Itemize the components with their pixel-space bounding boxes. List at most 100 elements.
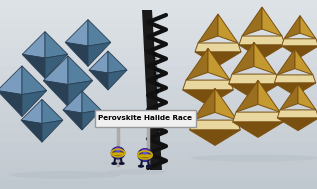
Polygon shape <box>108 51 127 73</box>
Polygon shape <box>300 16 316 39</box>
FancyBboxPatch shape <box>94 109 196 126</box>
Polygon shape <box>218 14 238 43</box>
Polygon shape <box>284 16 300 39</box>
Bar <box>0 47 317 57</box>
Polygon shape <box>277 110 317 118</box>
Bar <box>0 19 317 28</box>
Polygon shape <box>190 120 240 130</box>
Polygon shape <box>233 122 283 137</box>
Polygon shape <box>42 99 63 123</box>
Polygon shape <box>22 66 47 94</box>
Polygon shape <box>195 52 241 66</box>
Polygon shape <box>142 10 162 170</box>
Polygon shape <box>274 75 316 83</box>
Polygon shape <box>82 110 101 130</box>
Polygon shape <box>208 48 230 80</box>
Text: ion migration: ion migration <box>151 51 159 93</box>
Polygon shape <box>22 91 47 117</box>
Bar <box>0 85 317 94</box>
Polygon shape <box>22 54 45 78</box>
Bar <box>0 113 317 123</box>
Polygon shape <box>88 42 111 66</box>
Polygon shape <box>258 80 280 112</box>
Bar <box>0 76 317 85</box>
Polygon shape <box>82 91 101 113</box>
Bar <box>0 170 317 180</box>
Polygon shape <box>274 83 316 96</box>
Polygon shape <box>68 56 93 84</box>
Ellipse shape <box>111 152 125 156</box>
Polygon shape <box>183 80 233 90</box>
Polygon shape <box>89 51 108 73</box>
Polygon shape <box>0 66 22 94</box>
Bar <box>0 104 317 113</box>
Polygon shape <box>215 88 237 120</box>
Ellipse shape <box>112 163 117 164</box>
Polygon shape <box>21 120 42 142</box>
Polygon shape <box>242 7 262 36</box>
Ellipse shape <box>139 165 143 167</box>
Bar <box>0 94 317 104</box>
Polygon shape <box>88 20 111 46</box>
Polygon shape <box>236 80 258 112</box>
Polygon shape <box>43 56 68 84</box>
Polygon shape <box>42 120 63 142</box>
Polygon shape <box>233 112 283 122</box>
Ellipse shape <box>111 147 125 159</box>
Bar <box>0 123 317 132</box>
Polygon shape <box>22 32 45 58</box>
Bar <box>0 0 317 9</box>
Bar <box>0 38 317 47</box>
Bar <box>0 66 317 76</box>
Ellipse shape <box>141 149 149 153</box>
Polygon shape <box>45 32 68 58</box>
Ellipse shape <box>138 149 152 161</box>
Polygon shape <box>186 48 208 80</box>
Polygon shape <box>45 54 68 78</box>
Ellipse shape <box>116 150 120 153</box>
Polygon shape <box>281 39 317 46</box>
Ellipse shape <box>138 154 152 158</box>
Polygon shape <box>65 42 88 66</box>
Bar <box>0 28 317 38</box>
Polygon shape <box>239 45 285 59</box>
Ellipse shape <box>146 165 152 167</box>
Ellipse shape <box>105 170 165 174</box>
Bar <box>0 57 317 66</box>
Polygon shape <box>277 118 317 131</box>
Polygon shape <box>68 81 93 107</box>
Polygon shape <box>229 74 279 84</box>
Bar <box>0 142 317 151</box>
Polygon shape <box>43 81 68 107</box>
Polygon shape <box>108 70 127 90</box>
Bar <box>0 151 317 161</box>
Polygon shape <box>232 42 254 74</box>
Ellipse shape <box>190 154 317 161</box>
Polygon shape <box>63 110 82 130</box>
Polygon shape <box>0 91 22 117</box>
Polygon shape <box>277 49 295 75</box>
Polygon shape <box>295 49 313 75</box>
Polygon shape <box>183 90 233 105</box>
Polygon shape <box>254 42 276 74</box>
Bar <box>0 180 317 189</box>
Polygon shape <box>229 84 279 99</box>
Ellipse shape <box>120 163 124 164</box>
Ellipse shape <box>143 152 147 155</box>
Polygon shape <box>195 43 241 52</box>
Polygon shape <box>298 84 316 110</box>
Bar <box>0 132 317 142</box>
Bar <box>0 9 317 19</box>
Polygon shape <box>198 14 218 43</box>
Polygon shape <box>89 70 108 90</box>
Ellipse shape <box>10 171 120 179</box>
Polygon shape <box>193 88 215 120</box>
Polygon shape <box>21 99 42 123</box>
Polygon shape <box>65 20 88 46</box>
Polygon shape <box>281 46 317 57</box>
Text: Perovskite Halide Race: Perovskite Halide Race <box>98 115 192 121</box>
Polygon shape <box>63 91 82 113</box>
Polygon shape <box>190 130 240 145</box>
Ellipse shape <box>114 147 122 152</box>
Polygon shape <box>262 7 282 36</box>
